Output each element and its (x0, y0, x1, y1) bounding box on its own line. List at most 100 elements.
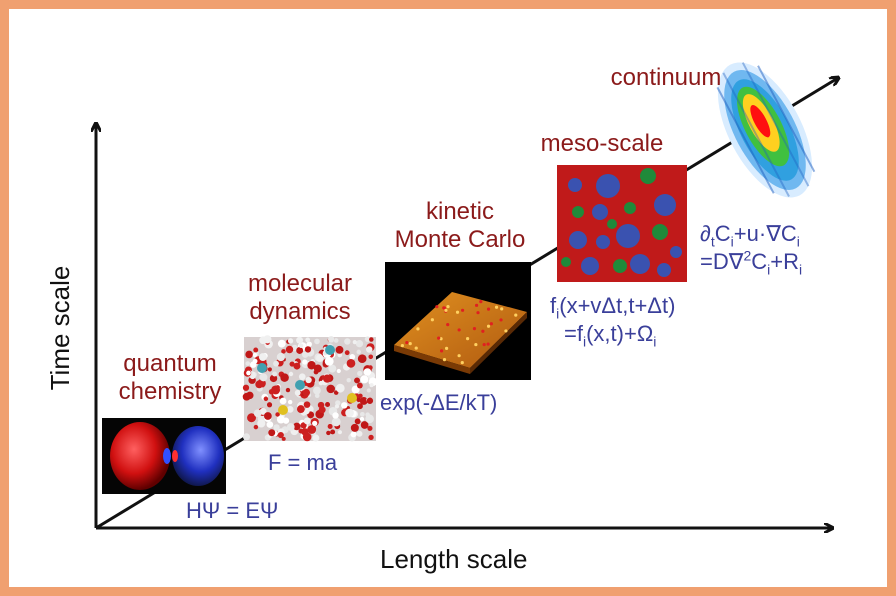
md-atom (252, 358, 258, 364)
md-atom (255, 380, 264, 389)
meso-particle (607, 219, 617, 229)
md-atom (356, 430, 363, 437)
kmc-adatom (499, 318, 503, 322)
md-atom (313, 364, 322, 373)
md-atom (281, 349, 286, 354)
md-atom (346, 358, 356, 368)
md-atom (266, 402, 273, 408)
meso-particle (640, 168, 656, 184)
md-atom (318, 406, 326, 414)
md-atom (344, 338, 351, 345)
md-atom-highlight (295, 380, 305, 390)
md-atom (368, 354, 374, 360)
meso-particle (596, 174, 620, 198)
kmc-label-line1: kinetic (425, 198, 495, 225)
md-atom (305, 376, 312, 384)
md-atom (269, 374, 278, 383)
md-atom (314, 338, 320, 345)
md-atom (245, 361, 251, 366)
md-atom (263, 396, 269, 402)
md-atom (253, 409, 262, 418)
kmc-adatom (504, 329, 508, 333)
kmc-adatom (486, 342, 490, 346)
md-atom (368, 434, 374, 441)
kmc-adatom (405, 340, 409, 345)
md-atom (369, 383, 374, 388)
kmc-adatom (482, 342, 486, 347)
kmc-adatom (442, 306, 446, 310)
meso-scale-image (557, 165, 687, 282)
md-atom (356, 349, 362, 355)
md-atom (357, 354, 367, 364)
meso-particle (652, 224, 668, 240)
md-atom (335, 345, 344, 354)
md-atom (363, 368, 372, 376)
md-atom (334, 404, 340, 409)
md-atom (281, 436, 286, 441)
arrhenius-equation: exp(-ΔE/kT) (380, 390, 498, 415)
md-atom (350, 431, 357, 438)
meso-particle (568, 178, 582, 192)
kmc-adatom (437, 336, 441, 340)
kmc-adatom (439, 349, 444, 353)
molecular-dynamics-label: molecular dynamics (228, 272, 372, 324)
md-atom (349, 353, 356, 360)
meso-particle (670, 246, 682, 258)
md-atom (337, 430, 343, 435)
md-atom (312, 420, 318, 426)
md-atom (275, 412, 280, 417)
kmc-adatom (442, 357, 447, 362)
md-atom (360, 421, 369, 429)
kmc-adatom (457, 328, 461, 332)
kinetic-monte-carlo-image (385, 262, 531, 380)
meso-particle (654, 194, 676, 216)
md-atom (302, 359, 308, 365)
meso-particle (569, 231, 587, 249)
md-atom-highlight (278, 405, 288, 415)
md-atom (259, 373, 268, 382)
md-atom (360, 411, 365, 417)
quantum-label-line1: quantum (123, 350, 217, 377)
md-atom (356, 397, 362, 403)
md-atom (359, 396, 368, 405)
md-atom (287, 399, 293, 405)
md-atom (246, 370, 251, 376)
md-atom (301, 428, 309, 436)
md-atom (305, 337, 311, 343)
schrodinger-equation: HΨ = EΨ (186, 498, 279, 523)
md-atom (356, 382, 363, 389)
md-atom (286, 423, 295, 431)
md-atom (277, 431, 284, 439)
md-atom (298, 343, 304, 348)
md-label-line2: dynamics (249, 298, 351, 325)
md-atom (355, 340, 364, 348)
md-atom (341, 402, 348, 409)
md-atom (273, 360, 279, 367)
md-atom-highlight (347, 393, 357, 403)
md-atom (316, 354, 324, 362)
md-atom (303, 417, 311, 425)
md-atom (326, 384, 336, 394)
md-atom (354, 418, 361, 425)
md-atom (285, 345, 294, 354)
md-atom (365, 412, 370, 417)
md-atom (245, 350, 253, 359)
meso-particle (592, 204, 608, 220)
md-atom (289, 361, 295, 367)
md-atom (276, 352, 285, 362)
kmc-adatom (460, 360, 464, 365)
md-atom (337, 352, 343, 358)
md-atom (266, 421, 274, 428)
md-atom (303, 401, 311, 408)
md-atom (330, 429, 336, 435)
kmc-adatom (500, 307, 504, 311)
md-atom (335, 383, 345, 393)
md-atom (286, 405, 294, 413)
kmc-adatom (494, 305, 499, 309)
md-atom (268, 429, 276, 437)
advection-diffusion-equation: ∂tCi+u·∇Ci =D∇2Ci+Ri (700, 220, 802, 276)
md-atom (332, 412, 339, 419)
meso-particle (572, 206, 584, 218)
kinetic-monte-carlo-label: kinetic Monte Carlo (390, 200, 530, 252)
md-atom (366, 397, 374, 404)
